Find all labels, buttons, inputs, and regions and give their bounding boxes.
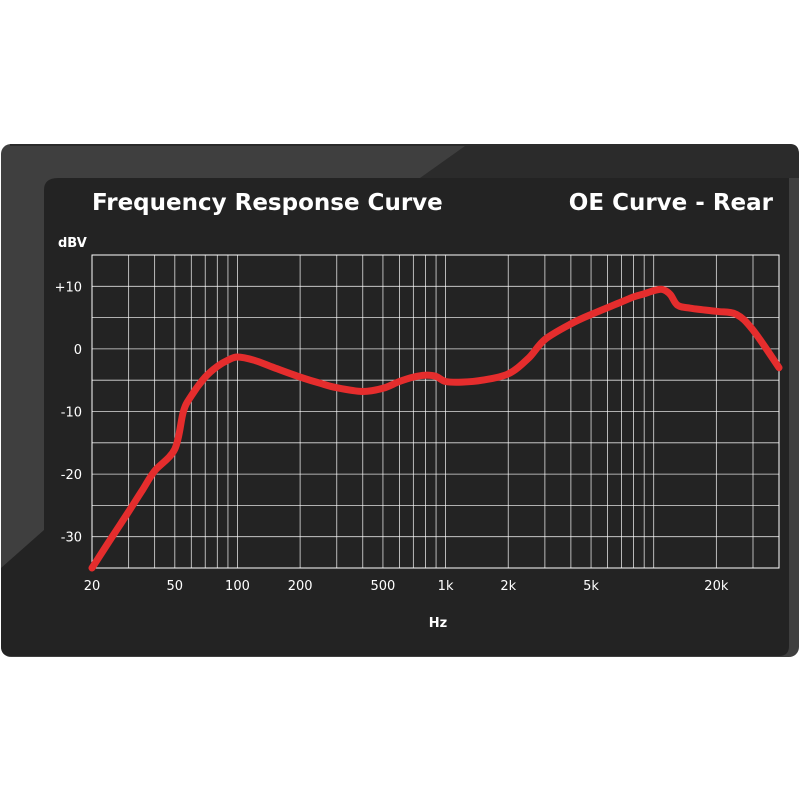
x-tick-label: 20k bbox=[704, 579, 729, 594]
chart-subtitle: OE Curve - Rear bbox=[569, 190, 774, 216]
y-tick-label: -20 bbox=[61, 468, 82, 483]
chart-title: Frequency Response Curve bbox=[92, 190, 443, 216]
x-tick-label: 20 bbox=[84, 579, 101, 594]
x-tick-label: 500 bbox=[371, 579, 396, 594]
x-axis-ticks: 20 50 100 200 500 1k 2k 5k 20k bbox=[84, 579, 729, 594]
chart-grid bbox=[91, 254, 780, 569]
y-tick-label: -10 bbox=[61, 406, 82, 421]
x-axis-label: Hz bbox=[429, 616, 447, 631]
y-axis-ticks: +10 0 -10 -20 -30 bbox=[55, 280, 82, 545]
x-tick-label: 100 bbox=[225, 579, 250, 594]
chart-top-band bbox=[10, 144, 799, 178]
x-tick-label: 50 bbox=[167, 579, 184, 594]
x-tick-label: 5k bbox=[583, 579, 599, 594]
y-tick-label: -30 bbox=[61, 531, 82, 546]
x-tick-label: 1k bbox=[438, 579, 454, 594]
y-axis-label: dBV bbox=[58, 236, 87, 251]
series-line-0 bbox=[88, 285, 783, 572]
x-tick-label: 2k bbox=[500, 579, 516, 594]
chart-series bbox=[88, 285, 783, 572]
y-tick-label: 0 bbox=[74, 343, 82, 358]
y-tick-label: +10 bbox=[55, 280, 82, 295]
x-tick-label: 200 bbox=[288, 579, 313, 594]
